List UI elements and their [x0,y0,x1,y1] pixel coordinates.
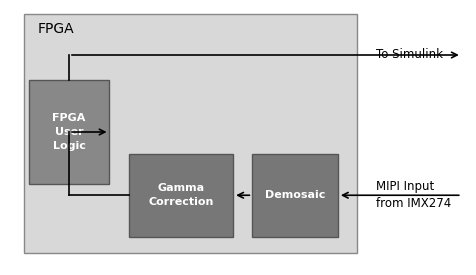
Text: FPGA
User
Logic: FPGA User Logic [52,113,86,151]
Text: Gamma
Correction: Gamma Correction [148,183,214,207]
Bar [129,154,233,236]
Text: MIPI Input
from IMX274: MIPI Input from IMX274 [376,180,451,210]
Text: To Simulink: To Simulink [376,48,443,62]
Bar [252,154,338,236]
Text: Demosaic: Demosaic [265,190,325,200]
Bar [24,14,357,253]
Text: FPGA: FPGA [38,22,75,36]
Bar [29,80,109,184]
